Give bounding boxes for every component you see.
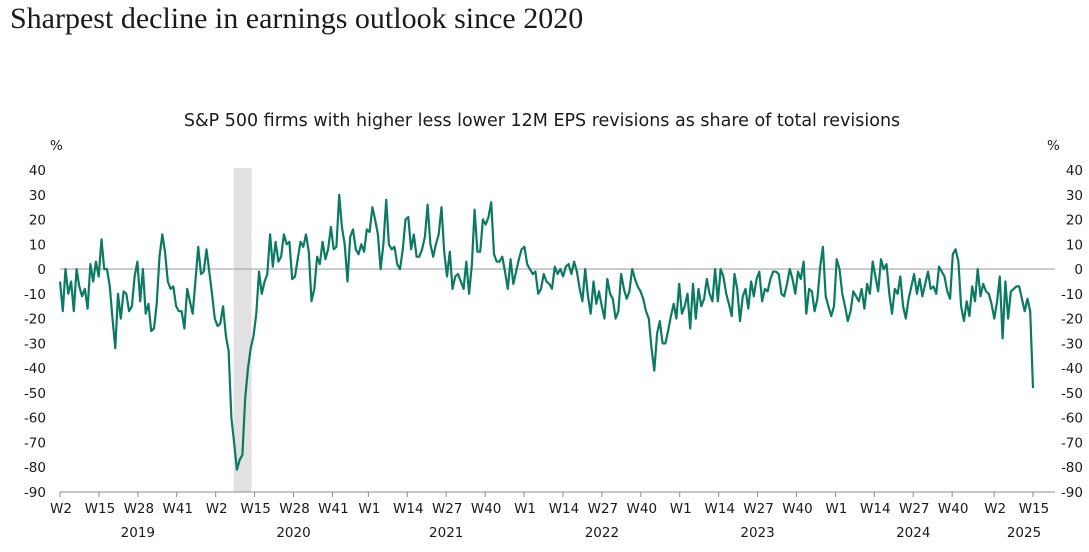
x-tick-label: W40 bbox=[471, 501, 502, 517]
y-tick-label-right: -90 bbox=[1061, 485, 1083, 501]
y-tick-label-right: -60 bbox=[1061, 411, 1083, 427]
y-tick-label-right: -10 bbox=[1061, 287, 1083, 303]
x-tick-label: W1 bbox=[358, 501, 380, 517]
x-tick-label: W28 bbox=[279, 501, 310, 517]
year-label: 2019 bbox=[121, 525, 155, 541]
x-tick-label: W1 bbox=[825, 501, 847, 517]
y-tick-label-left: 0 bbox=[37, 262, 46, 278]
y-tick-label-left: -30 bbox=[24, 336, 46, 352]
year-label: 2024 bbox=[896, 525, 930, 541]
y-tick-label-left: -20 bbox=[24, 312, 46, 328]
y-unit-right: % bbox=[1047, 138, 1060, 154]
year-label: 2022 bbox=[585, 525, 619, 541]
x-tick-label: W1 bbox=[514, 501, 536, 517]
series-line bbox=[58, 193, 1035, 471]
x-tick-label: W27 bbox=[899, 501, 930, 517]
y-tick-label-right: 30 bbox=[1066, 188, 1083, 204]
x-tick-label: W15 bbox=[85, 501, 116, 517]
y-tick-label-left: -10 bbox=[24, 287, 46, 303]
y-tick-label-right: -20 bbox=[1061, 312, 1083, 328]
x-tick-label: W2 bbox=[206, 501, 228, 517]
y-tick-label-left: -70 bbox=[24, 435, 46, 451]
y-tick-label-right: 20 bbox=[1066, 213, 1083, 229]
x-tick-label: W27 bbox=[432, 501, 463, 517]
y-tick-label-right: -30 bbox=[1061, 336, 1083, 352]
y-tick-label-left: -50 bbox=[24, 386, 46, 402]
y-tick-label-right: -70 bbox=[1061, 435, 1083, 451]
x-tick-label: W14 bbox=[393, 501, 424, 517]
y-tick-label-left: -90 bbox=[24, 485, 46, 501]
y-tick-label-left: 30 bbox=[29, 188, 46, 204]
x-tick-label: W15 bbox=[1019, 501, 1050, 517]
year-label: 2025 bbox=[1007, 525, 1041, 541]
x-tick-label: W41 bbox=[318, 501, 349, 517]
y-tick-label-left: 40 bbox=[29, 163, 46, 179]
x-tick-label: W27 bbox=[588, 501, 619, 517]
year-label: 2020 bbox=[276, 525, 310, 541]
y-tick-label-right: 10 bbox=[1066, 237, 1083, 253]
y-tick-label-right: -50 bbox=[1061, 386, 1083, 402]
y-tick-label-left: 10 bbox=[29, 237, 46, 253]
x-tick-label: W40 bbox=[782, 501, 813, 517]
x-tick-label: W40 bbox=[938, 501, 969, 517]
y-tick-label-left: -60 bbox=[24, 411, 46, 427]
year-label: 2021 bbox=[429, 525, 463, 541]
y-tick-label-left: -80 bbox=[24, 460, 46, 476]
y-tick-label-right: -40 bbox=[1061, 361, 1083, 377]
x-tick-label: W40 bbox=[627, 501, 658, 517]
year-label: 2023 bbox=[740, 525, 774, 541]
y-tick-label-left: 20 bbox=[29, 213, 46, 229]
y-tick-label-right: 40 bbox=[1066, 163, 1083, 179]
x-tick-label: W14 bbox=[704, 501, 735, 517]
y-tick-label-right: -80 bbox=[1061, 460, 1083, 476]
x-tick-label: W41 bbox=[162, 501, 193, 517]
recession-shading bbox=[233, 168, 252, 492]
x-tick-label: W15 bbox=[240, 501, 271, 517]
x-tick-label: W28 bbox=[124, 501, 155, 517]
chart-title: S&P 500 firms with higher less lower 12M… bbox=[184, 111, 900, 131]
x-tick-label: W2 bbox=[984, 501, 1006, 517]
x-tick-label: W1 bbox=[670, 501, 692, 517]
x-tick-label: W14 bbox=[860, 501, 891, 517]
x-tick-label: W14 bbox=[549, 501, 580, 517]
headline: Sharpest decline in earnings outlook sin… bbox=[10, 2, 584, 35]
y-tick-label-left: -40 bbox=[24, 361, 46, 377]
y-unit-left: % bbox=[50, 138, 63, 154]
x-tick-label: W27 bbox=[743, 501, 774, 517]
y-tick-label-right: 0 bbox=[1074, 262, 1083, 278]
x-tick-label: W2 bbox=[50, 501, 72, 517]
